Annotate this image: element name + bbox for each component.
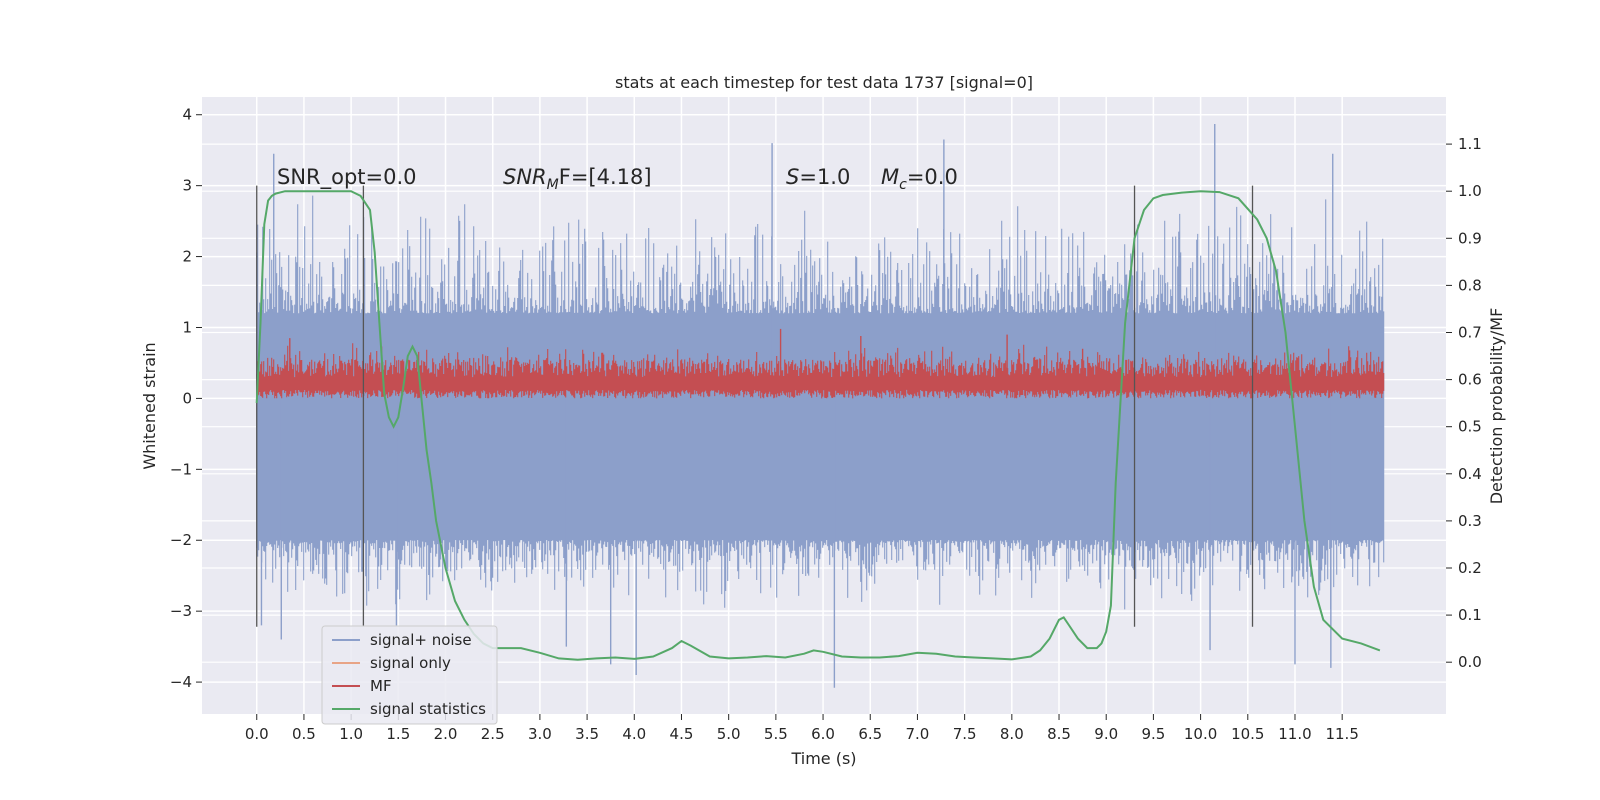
y2-tick-label: 0.1 <box>1458 606 1482 624</box>
y2-tick-label: 0.9 <box>1458 229 1482 247</box>
x-tick-label: 9.5 <box>1141 725 1165 743</box>
y-tick-label: 4 <box>182 106 192 124</box>
snr-mf-subscript: M <box>547 177 559 193</box>
mc-annotation: Mc=0.0 <box>881 165 958 193</box>
snr-mf-label: SNR <box>503 165 547 189</box>
x-tick-label: 7.5 <box>953 725 977 743</box>
x-tick-label: 9.0 <box>1094 725 1118 743</box>
y2-tick-label: 1.1 <box>1458 135 1482 153</box>
s-value: =1.0 <box>799 165 850 189</box>
legend-box <box>321 625 498 725</box>
event-markers <box>256 185 1254 627</box>
mc-value: =0.0 <box>907 165 958 189</box>
x-tick-label: 2.5 <box>481 725 505 743</box>
y2-tick-label: 0.4 <box>1458 465 1482 483</box>
legend: signal+ noise signal only MF signal stat… <box>321 625 498 725</box>
x-tick-label: 7.0 <box>906 725 930 743</box>
snr-mf-annotation: SNRMF=[4.18] <box>503 165 652 193</box>
y2-tick-label: 0.2 <box>1458 559 1482 577</box>
y-tick-label: 0 <box>182 389 192 407</box>
chart-title: stats at each timestep for test data 173… <box>615 73 1033 92</box>
x-tick-label: 2.0 <box>434 725 458 743</box>
y-tick-label: −2 <box>170 531 192 549</box>
legend-label-noise: signal+ noise <box>370 631 472 649</box>
y-axis-right: 1.1 1.0 0.9 0.8 0.7 0.6 0.5 0.4 0.3 0.2 0.1 0.0 <box>1446 135 1482 671</box>
y2-tick-label: 1.0 <box>1458 182 1482 200</box>
x-axis-label: Time (s) <box>790 749 856 768</box>
x-tick-label: 5.5 <box>764 725 788 743</box>
x-axis: 0.0 0.5 1.0 1.5 2.0 2.5 3.0 3.5 4.0 4.5 5.0 5.5 6.0 6… <box>245 714 1359 743</box>
mc-label: M <box>881 165 899 189</box>
x-tick-label: 3.0 <box>528 725 552 743</box>
legend-label-stat: signal statistics <box>370 700 486 718</box>
snr-opt-annotation: SNR_opt=0.0 <box>277 165 417 190</box>
x-tick-label: 11.0 <box>1278 725 1311 743</box>
x-tick-label: 0.0 <box>245 725 269 743</box>
x-tick-label: 10.0 <box>1184 725 1217 743</box>
x-tick-label: 8.0 <box>1000 725 1024 743</box>
y-axis-label: Whitened strain <box>140 342 159 469</box>
y-tick-label: −1 <box>170 460 192 478</box>
y-tick-label: 2 <box>182 248 192 266</box>
x-tick-label: 3.5 <box>575 725 599 743</box>
y2-tick-label: 0.7 <box>1458 323 1482 341</box>
y-tick-label: −4 <box>170 673 192 691</box>
x-tick-label: 6.5 <box>858 725 882 743</box>
x-tick-label: 1.5 <box>386 725 410 743</box>
y-tick-label: −3 <box>170 602 192 620</box>
y-axis-left: 4 3 2 1 0 −1 −2 −3 −4 <box>170 106 202 691</box>
y2-tick-label: 0.5 <box>1458 418 1482 436</box>
x-tick-label: 10.5 <box>1231 725 1264 743</box>
x-tick-label: 6.0 <box>811 725 835 743</box>
legend-label-mf: MF <box>370 677 392 695</box>
x-tick-label: 1.0 <box>339 725 363 743</box>
y-tick-label: 3 <box>182 177 192 195</box>
x-tick-label: 4.0 <box>622 725 646 743</box>
y2-tick-label: 0.8 <box>1458 276 1482 294</box>
s-label: S <box>786 165 799 189</box>
s-annotation: S=1.0 <box>786 165 850 189</box>
y-tick-label: 1 <box>182 318 192 336</box>
signal-statistics-line <box>255 190 1381 661</box>
mc-subscript: c <box>899 177 907 193</box>
x-tick-label: 4.5 <box>670 725 694 743</box>
snr-mf-value: F=[4.18] <box>559 165 652 189</box>
y2-tick-label: 0.0 <box>1458 653 1482 671</box>
y2-axis-label: Detection probability/MF <box>1487 308 1506 505</box>
x-tick-label: 0.5 <box>292 725 316 743</box>
legend-label-signal-only: signal only <box>370 654 451 672</box>
x-tick-label: 5.0 <box>717 725 741 743</box>
x-tick-label: 11.5 <box>1325 725 1358 743</box>
x-tick-label: 8.5 <box>1047 725 1071 743</box>
y2-tick-label: 0.6 <box>1458 371 1482 389</box>
y2-tick-label: 0.3 <box>1458 512 1482 530</box>
